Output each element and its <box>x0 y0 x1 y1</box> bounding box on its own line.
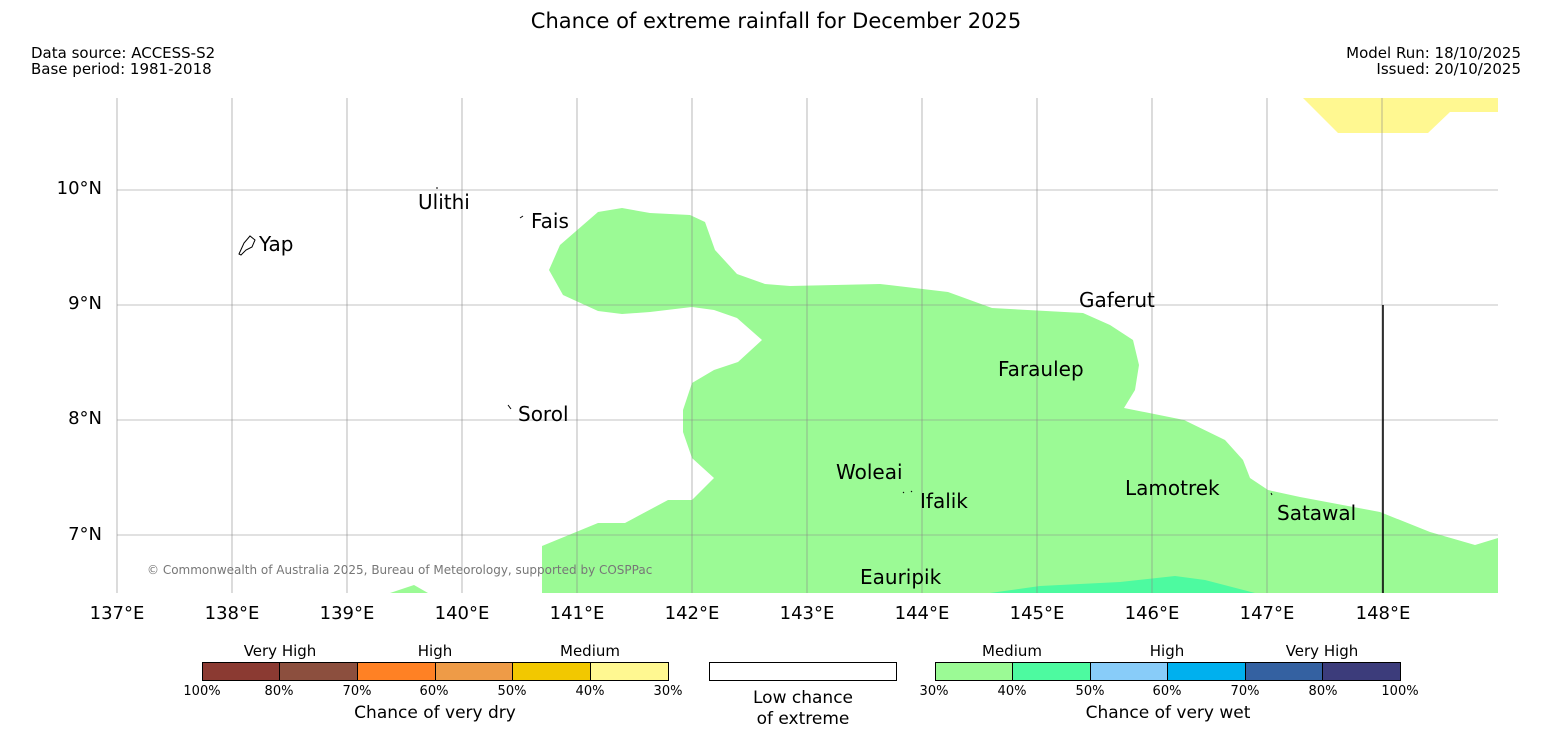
dry-tick: 40% <box>575 684 605 699</box>
dry-tick: 60% <box>419 684 449 699</box>
lon-label: 145°E <box>1009 603 1065 624</box>
lat-label: 10°N <box>56 178 102 199</box>
wet-tick: 30% <box>919 684 949 699</box>
place-label-faraulep: Faraulep <box>998 357 1084 381</box>
yap-island-shape <box>238 235 256 256</box>
lon-label: 141°E <box>549 603 605 624</box>
lon-label: 143°E <box>779 603 835 624</box>
dry-swatch <box>435 662 513 681</box>
dry-category-label: Medium <box>560 642 620 660</box>
lon-label: 139°E <box>319 603 375 624</box>
dry-medium-region <box>1303 98 1498 133</box>
neutral-swatch <box>709 662 897 681</box>
wet-medium-patch <box>390 585 428 593</box>
wet-tick: 40% <box>997 684 1027 699</box>
wet-category-label: High <box>1149 642 1185 660</box>
place-label-woleai: Woleai <box>836 460 903 484</box>
place-label-yap: Yap <box>259 232 294 256</box>
lon-label: 142°E <box>664 603 720 624</box>
dry-tick: 30% <box>653 684 683 699</box>
dry-swatch <box>202 662 280 681</box>
neutral-label-line1: Low chance <box>753 688 853 708</box>
dry-tick: 80% <box>264 684 294 699</box>
neutral-label-line2: of extreme <box>756 709 850 729</box>
lon-label: 147°E <box>1239 603 1295 624</box>
sorol-island-shape <box>507 404 512 410</box>
wet-tick: 80% <box>1308 684 1338 699</box>
place-label-lamotrek: Lamotrek <box>1125 476 1220 500</box>
dry-tick: 100% <box>183 684 221 699</box>
wet-medium-region <box>542 208 1498 593</box>
place-label-ifalik: Ifalik <box>920 489 968 513</box>
map-title: Chance of extreme rainfall for December … <box>530 9 1022 33</box>
place-label-eauripik: Eauripik <box>860 565 942 589</box>
lon-label: 148°E <box>1355 603 1411 624</box>
lat-label: 9°N <box>68 293 102 314</box>
wet-swatch <box>1012 662 1091 681</box>
wet-tick: 100% <box>1381 684 1419 699</box>
base-period: Base period: 1981-2018 <box>31 60 212 78</box>
island-outlines <box>238 187 1273 496</box>
wet-tick: 60% <box>1152 684 1182 699</box>
place-label-gaferut: Gaferut <box>1079 288 1155 312</box>
dry-swatch <box>512 662 591 681</box>
lon-label: 146°E <box>1124 603 1180 624</box>
fais-island-shape <box>519 215 524 219</box>
wet-tick: 70% <box>1230 684 1260 699</box>
wet-swatch <box>935 662 1013 681</box>
place-label-fais: Fais <box>531 209 569 233</box>
wet-swatch <box>1090 662 1168 681</box>
lat-label: 7°N <box>68 524 102 545</box>
wet-legend-title: Chance of very wet <box>1085 703 1251 723</box>
dry-swatch <box>357 662 436 681</box>
issued-date: Issued: 20/10/2025 <box>1376 60 1521 78</box>
gridlines <box>116 98 1498 593</box>
wet-category-label: Very High <box>1285 642 1359 660</box>
wet-medium-high-region <box>990 576 1255 593</box>
wet-swatch <box>1167 662 1246 681</box>
model-run: Model Run: 18/10/2025 <box>1346 44 1521 62</box>
dry-category-label: Very High <box>243 642 317 660</box>
wet-swatch <box>1322 662 1401 681</box>
wet-swatch <box>1245 662 1323 681</box>
place-label-ulithi: Ulithi <box>418 190 470 214</box>
data-source: Data source: ACCESS-S2 <box>31 44 216 62</box>
lon-label: 144°E <box>894 603 950 624</box>
place-label-satawal: Satawal <box>1277 501 1357 525</box>
lon-label: 140°E <box>434 603 490 624</box>
copyright-notice: © Commonwealth of Australia 2025, Bureau… <box>147 563 653 577</box>
wet-tick: 50% <box>1075 684 1105 699</box>
dry-category-label: High <box>417 642 453 660</box>
wet-category-label: Medium <box>982 642 1042 660</box>
dry-legend-title: Chance of very dry <box>354 703 516 723</box>
meta-left: Data source: ACCESS-S2 Base period: 1981… <box>31 45 215 77</box>
dry-swatch <box>590 662 669 681</box>
dry-tick: 70% <box>342 684 372 699</box>
dry-tick: 50% <box>497 684 527 699</box>
place-label-sorol: Sorol <box>518 402 569 426</box>
lon-label: 138°E <box>204 603 260 624</box>
ifalik-island-shape <box>902 490 913 494</box>
lon-label: 137°E <box>89 603 145 624</box>
satawal-island-shape <box>1270 492 1273 496</box>
meta-right: Model Run: 18/10/2025 Issued: 20/10/2025 <box>1346 45 1521 77</box>
lat-label: 8°N <box>68 408 102 429</box>
dry-swatch <box>279 662 358 681</box>
